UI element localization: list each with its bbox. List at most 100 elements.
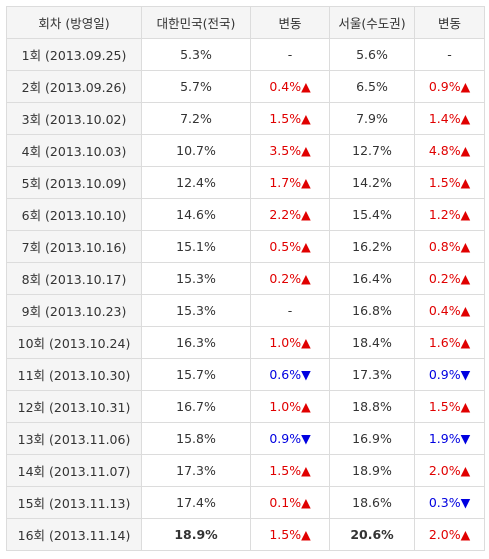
national-change-cell: 0.9%▼ <box>250 422 330 455</box>
seoul-rating-cell: 16.9% <box>329 422 415 455</box>
episode-cell: 8회 (2013.10.17) <box>6 262 142 295</box>
seoul-change-cell: - <box>414 38 485 71</box>
episode-cell: 4회 (2013.10.03) <box>6 134 142 167</box>
episode-cell: 6회 (2013.10.10) <box>6 198 142 231</box>
seoul-change-cell: 1.5%▲ <box>414 166 485 199</box>
national-change-cell: 3.5%▲ <box>250 134 330 167</box>
header-episode: 회차 (방영일) <box>6 6 142 39</box>
header-row: 회차 (방영일) 대한민국(전국) 변동 서울(수도권) 변동 <box>6 6 485 39</box>
seoul-change-cell: 0.4%▲ <box>414 294 485 327</box>
episode-cell: 2회 (2013.09.26) <box>6 70 142 103</box>
national-change-cell: 0.4%▲ <box>250 70 330 103</box>
table-row: 14회 (2013.11.07) 17.3% 1.5%▲ 18.9% 2.0%▲ <box>6 454 485 487</box>
seoul-rating-cell: 17.3% <box>329 358 415 391</box>
table-row: 7회 (2013.10.16) 15.1% 0.5%▲ 16.2% 0.8%▲ <box>6 230 485 263</box>
seoul-change-cell: 0.9%▼ <box>414 358 485 391</box>
national-rating-cell: 7.2% <box>141 102 251 135</box>
seoul-change-cell: 0.3%▼ <box>414 486 485 519</box>
national-rating-cell: 15.8% <box>141 422 251 455</box>
seoul-change-cell: 1.4%▲ <box>414 102 485 135</box>
seoul-change-cell: 1.6%▲ <box>414 326 485 359</box>
episode-cell: 3회 (2013.10.02) <box>6 102 142 135</box>
seoul-change-cell: 0.2%▲ <box>414 262 485 295</box>
national-change-cell: 1.5%▲ <box>250 102 330 135</box>
episode-cell: 16회 (2013.11.14) <box>6 518 142 551</box>
table-row: 5회 (2013.10.09) 12.4% 1.7%▲ 14.2% 1.5%▲ <box>6 166 485 199</box>
national-rating-cell: 15.1% <box>141 230 251 263</box>
seoul-rating-cell: 7.9% <box>329 102 415 135</box>
seoul-rating-cell: 16.2% <box>329 230 415 263</box>
seoul-rating-cell: 12.7% <box>329 134 415 167</box>
table-row: 9회 (2013.10.23) 15.3% -16.8% 0.4%▲ <box>6 294 485 327</box>
seoul-change-cell: 0.8%▲ <box>414 230 485 263</box>
header-national-change: 변동 <box>250 6 330 39</box>
national-rating-cell: 5.7% <box>141 70 251 103</box>
national-rating-cell: 17.4% <box>141 486 251 519</box>
seoul-change-cell: 1.9%▼ <box>414 422 485 455</box>
national-change-cell: - <box>250 294 330 327</box>
table-row: 11회 (2013.10.30) 15.7% 0.6%▼ 17.3% 0.9%▼ <box>6 358 485 391</box>
national-rating-cell: 10.7% <box>141 134 251 167</box>
national-change-cell: 1.5%▲ <box>250 454 330 487</box>
table-row: 1회 (2013.09.25) 5.3% -5.6% - <box>6 38 485 71</box>
national-rating-cell: 15.3% <box>141 262 251 295</box>
seoul-change-cell: 2.0%▲ <box>414 518 485 551</box>
national-rating-cell: 17.3% <box>141 454 251 487</box>
seoul-change-cell: 1.2%▲ <box>414 198 485 231</box>
seoul-rating-cell: 15.4% <box>329 198 415 231</box>
episode-cell: 1회 (2013.09.25) <box>6 38 142 71</box>
episode-cell: 7회 (2013.10.16) <box>6 230 142 263</box>
table-row: 16회 (2013.11.14) 18.9% 1.5%▲ 20.6% 2.0%▲ <box>6 518 485 551</box>
seoul-rating-cell: 14.2% <box>329 166 415 199</box>
episode-cell: 11회 (2013.10.30) <box>6 358 142 391</box>
seoul-rating-cell: 18.6% <box>329 486 415 519</box>
seoul-change-cell: 4.8%▲ <box>414 134 485 167</box>
national-change-cell: 1.7%▲ <box>250 166 330 199</box>
episode-cell: 10회 (2013.10.24) <box>6 326 142 359</box>
national-rating-cell: 5.3% <box>141 38 251 71</box>
national-rating-cell: 18.9% <box>141 518 251 551</box>
seoul-rating-cell: 16.4% <box>329 262 415 295</box>
seoul-rating-cell: 5.6% <box>329 38 415 71</box>
episode-cell: 5회 (2013.10.09) <box>6 166 142 199</box>
episode-cell: 15회 (2013.11.13) <box>6 486 142 519</box>
national-rating-cell: 15.7% <box>141 358 251 391</box>
table-row: 2회 (2013.09.26) 5.7% 0.4%▲ 6.5% 0.9%▲ <box>6 70 485 103</box>
ratings-table-container: 회차 (방영일) 대한민국(전국) 변동 서울(수도권) 변동 1회 (2013… <box>6 6 485 551</box>
national-change-cell: 1.0%▲ <box>250 390 330 423</box>
national-rating-cell: 15.3% <box>141 294 251 327</box>
seoul-rating-cell: 18.9% <box>329 454 415 487</box>
header-seoul-change: 변동 <box>414 6 485 39</box>
national-rating-cell: 16.3% <box>141 326 251 359</box>
seoul-rating-cell: 20.6% <box>329 518 415 551</box>
table-row: 13회 (2013.11.06) 15.8% 0.9%▼ 16.9% 1.9%▼ <box>6 422 485 455</box>
seoul-rating-cell: 18.8% <box>329 390 415 423</box>
national-change-cell: 0.1%▲ <box>250 486 330 519</box>
seoul-change-cell: 1.5%▲ <box>414 390 485 423</box>
table-row: 3회 (2013.10.02) 7.2% 1.5%▲ 7.9% 1.4%▲ <box>6 102 485 135</box>
national-change-cell: 0.2%▲ <box>250 262 330 295</box>
episode-cell: 9회 (2013.10.23) <box>6 294 142 327</box>
table-row: 12회 (2013.10.31) 16.7% 1.0%▲ 18.8% 1.5%▲ <box>6 390 485 423</box>
national-rating-cell: 16.7% <box>141 390 251 423</box>
episode-cell: 12회 (2013.10.31) <box>6 390 142 423</box>
national-rating-cell: 14.6% <box>141 198 251 231</box>
episode-cell: 14회 (2013.11.07) <box>6 454 142 487</box>
header-national: 대한민국(전국) <box>141 6 251 39</box>
seoul-change-cell: 2.0%▲ <box>414 454 485 487</box>
seoul-rating-cell: 6.5% <box>329 70 415 103</box>
table-row: 6회 (2013.10.10) 14.6% 2.2%▲ 15.4% 1.2%▲ <box>6 198 485 231</box>
header-seoul: 서울(수도권) <box>329 6 415 39</box>
national-change-cell: 1.0%▲ <box>250 326 330 359</box>
table-row: 4회 (2013.10.03) 10.7% 3.5%▲ 12.7% 4.8%▲ <box>6 134 485 167</box>
ratings-table: 회차 (방영일) 대한민국(전국) 변동 서울(수도권) 변동 1회 (2013… <box>6 6 485 551</box>
seoul-rating-cell: 16.8% <box>329 294 415 327</box>
seoul-rating-cell: 18.4% <box>329 326 415 359</box>
table-row: 15회 (2013.11.13) 17.4% 0.1%▲ 18.6% 0.3%▼ <box>6 486 485 519</box>
national-change-cell: 2.2%▲ <box>250 198 330 231</box>
table-row: 8회 (2013.10.17) 15.3% 0.2%▲ 16.4% 0.2%▲ <box>6 262 485 295</box>
national-change-cell: 0.6%▼ <box>250 358 330 391</box>
national-change-cell: 1.5%▲ <box>250 518 330 551</box>
national-change-cell: 0.5%▲ <box>250 230 330 263</box>
episode-cell: 13회 (2013.11.06) <box>6 422 142 455</box>
